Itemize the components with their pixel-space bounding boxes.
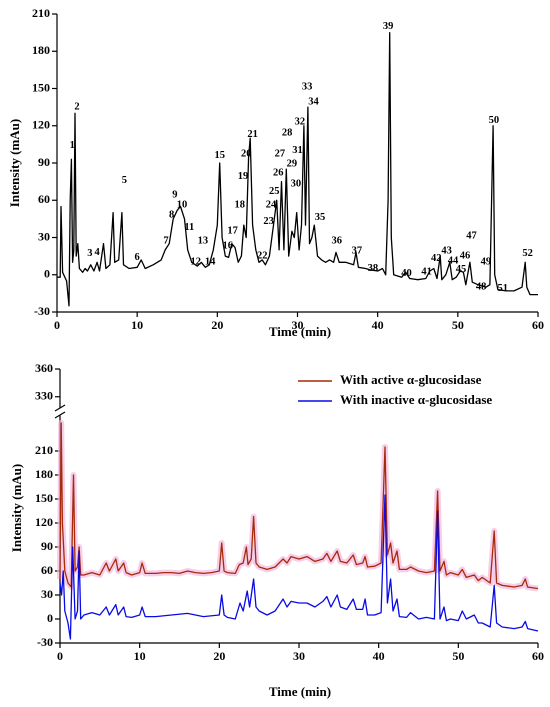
y-tick-label: 360 <box>35 361 53 375</box>
peak-label: 35 <box>315 212 326 223</box>
x-tick-label: 50 <box>452 318 464 332</box>
peak-label: 16 <box>223 241 234 252</box>
y-tick-label: 30 <box>41 587 53 601</box>
peak-label: 20 <box>241 149 252 160</box>
peak-label: 37 <box>352 246 363 257</box>
peak-label: 11 <box>184 222 194 233</box>
x-axis-label: Time (min) <box>269 324 331 339</box>
peak-label: 45 <box>456 264 467 275</box>
peak-label: 1 <box>70 140 75 151</box>
peak-label: 36 <box>332 236 343 247</box>
x-tick-label: 0 <box>54 318 60 332</box>
peak-label: 15 <box>214 150 225 161</box>
x-tick-label: 20 <box>211 318 223 332</box>
x-tick-label: 10 <box>131 318 143 332</box>
y-tick-label: 0 <box>47 611 53 625</box>
peak-label: 51 <box>497 283 508 294</box>
peak-label: 9 <box>172 190 177 201</box>
peak-label: 28 <box>282 128 293 139</box>
peak-label: 6 <box>135 252 140 263</box>
peak-label: 5 <box>122 175 127 186</box>
peak-label: 14 <box>205 257 216 268</box>
peak-label: 13 <box>198 236 209 247</box>
trace-band <box>57 420 539 592</box>
peak-label: 21 <box>247 129 258 140</box>
peak-label: 29 <box>287 159 298 170</box>
peak-label: 46 <box>460 251 471 262</box>
y-tick-label: -30 <box>34 304 50 318</box>
peak-label: 44 <box>448 255 459 266</box>
peak-label: 43 <box>441 246 452 257</box>
x-tick-label: 30 <box>293 649 305 663</box>
x-tick-label: 40 <box>373 649 385 663</box>
peak-label: 26 <box>273 167 284 178</box>
y-tick-label: 180 <box>35 467 53 481</box>
x-tick-label: 20 <box>213 649 225 663</box>
peak-label: 32 <box>295 116 306 127</box>
peak-label: 50 <box>489 115 500 126</box>
y-tick-label: 0 <box>44 267 50 281</box>
y-axis-label: Intensity (mAu) <box>7 119 22 207</box>
peak-label: 18 <box>235 200 246 211</box>
trace <box>59 422 539 590</box>
y-tick-label: -30 <box>37 635 53 649</box>
peak-label: 49 <box>481 257 492 268</box>
y-tick-label: 330 <box>35 389 53 403</box>
peak-label: 47 <box>466 231 477 242</box>
trace <box>57 31 538 307</box>
peak-label: 12 <box>190 257 201 268</box>
peak-label: 41 <box>421 267 432 278</box>
x-tick-label: 40 <box>372 318 384 332</box>
legend-label: With inactive α-glucosidase <box>340 392 492 407</box>
peak-label: 33 <box>302 82 313 93</box>
peak-label: 23 <box>263 216 274 227</box>
y-axis-label: Intensity (mAu) <box>9 464 24 552</box>
axis-break <box>54 411 66 419</box>
y-tick-label: 60 <box>38 192 50 206</box>
peak-label: 52 <box>522 248 533 259</box>
peak-label: 2 <box>74 102 79 113</box>
peak-label: 3 <box>87 248 92 259</box>
peak-label: 4 <box>94 247 100 258</box>
x-tick-label: 0 <box>57 649 63 663</box>
peak-label: 34 <box>308 97 319 108</box>
peak-label: 25 <box>269 186 280 197</box>
peak-label: 38 <box>368 263 379 274</box>
y-tick-label: 30 <box>38 229 50 243</box>
y-tick-label: 150 <box>32 80 50 94</box>
axis-break <box>54 404 66 412</box>
peak-label: 24 <box>266 200 277 211</box>
x-tick-label: 60 <box>532 649 544 663</box>
legend-label: With active α-glucosidase <box>340 372 482 387</box>
x-tick-label: 60 <box>532 318 544 332</box>
y-tick-label: 180 <box>32 43 50 57</box>
x-axis-label: Time (min) <box>269 684 331 699</box>
x-tick-label: 10 <box>134 649 146 663</box>
y-tick-label: 210 <box>35 443 53 457</box>
peak-label: 8 <box>169 210 174 221</box>
x-tick-label: 30 <box>292 318 304 332</box>
y-tick-label: 210 <box>32 6 50 20</box>
peak-label: 31 <box>292 145 303 156</box>
y-tick-label: 90 <box>38 155 50 169</box>
peak-label: 10 <box>177 200 188 211</box>
peak-label: 27 <box>275 149 286 160</box>
peak-label: 17 <box>227 226 238 237</box>
y-tick-label: 90 <box>41 539 53 553</box>
peak-label: 39 <box>383 21 394 32</box>
peak-label: 7 <box>163 236 168 247</box>
y-tick-label: 60 <box>41 563 53 577</box>
peak-label: 22 <box>257 251 268 262</box>
peak-label: 30 <box>291 179 302 190</box>
y-tick-label: 150 <box>35 491 53 505</box>
peak-label: 48 <box>476 282 487 293</box>
trace <box>59 494 539 640</box>
y-tick-label: 120 <box>35 515 53 529</box>
peak-label: 19 <box>238 171 249 182</box>
peak-label: 42 <box>431 253 442 264</box>
y-tick-label: 120 <box>32 118 50 132</box>
peak-label: 40 <box>401 268 412 279</box>
x-tick-label: 50 <box>452 649 464 663</box>
